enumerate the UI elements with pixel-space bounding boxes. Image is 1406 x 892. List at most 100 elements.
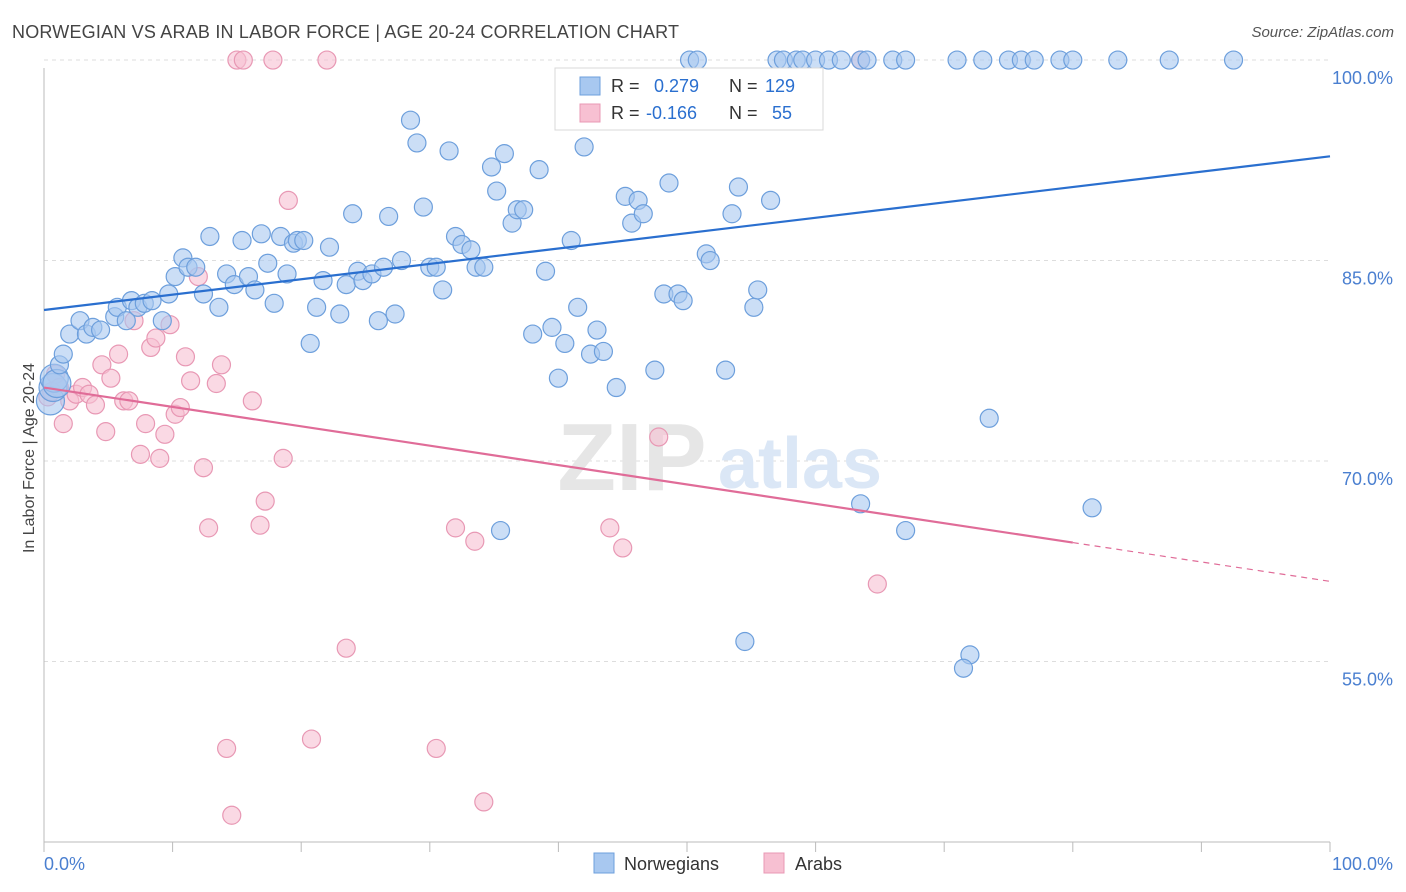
arabs-point-30 [199, 518, 219, 538]
norwegians-point-23 [186, 257, 206, 277]
norwegians-point-81 [574, 137, 594, 157]
stats-r-value-norwegians: 0.279 [654, 76, 699, 96]
stats-n-label-norwegians: N = [729, 76, 758, 96]
norwegians-point-116 [896, 50, 916, 70]
y-axis-label: In Labor Force | Age 20-24 [21, 363, 38, 553]
norwegians-point-77 [548, 368, 569, 388]
arabs-point-31 [206, 373, 226, 394]
norwegians-point-18 [152, 311, 172, 331]
trend-lines [43, 155, 1331, 582]
y-tick-labels: 100.0% 85.0% 70.0% 55.0% [1332, 68, 1393, 690]
norwegians-point-72 [514, 200, 534, 220]
norwegians-point-10 [90, 320, 111, 340]
y-tick-label-3: 55.0% [1342, 670, 1393, 690]
norwegians-point-132 [1082, 498, 1102, 518]
watermark: ZIP atlas [557, 404, 882, 511]
arabs-point-22 [155, 424, 175, 444]
norwegians-point-61 [439, 141, 459, 161]
norwegians-point-29 [232, 230, 252, 251]
chart-title: NORWEGIAN VS ARAB IN LABOR FORCE | AGE 2… [12, 22, 680, 42]
arabs-point-32 [211, 355, 232, 375]
arabs-point-39 [255, 491, 275, 511]
norwegians-point-17 [142, 291, 162, 311]
watermark-zip: ZIP [557, 404, 706, 511]
arabs-point-41 [273, 448, 293, 468]
arabs-point-50 [600, 518, 620, 538]
norwegians-point-104 [748, 280, 768, 300]
norwegians-point-123 [1063, 50, 1083, 70]
norwegians-point-24 [193, 284, 214, 304]
stats-r-label-norwegians: R = [611, 76, 640, 96]
norwegians-point-80 [568, 297, 588, 317]
norwegians-point-51 [373, 257, 394, 277]
arabs-point-48 [465, 531, 485, 551]
legend-label-norwegians: Norwegians [624, 854, 719, 874]
norwegians-point-52 [379, 206, 399, 227]
stats-legend-swatch-arabs [579, 103, 601, 123]
norwegians-points [35, 50, 1244, 678]
y-tick-label-1: 85.0% [1342, 269, 1393, 289]
norwegians-point-69 [494, 144, 514, 164]
arabs-point-49 [474, 792, 494, 812]
norwegians-point-13 [116, 311, 136, 331]
norwegians-point-94 [673, 291, 693, 311]
norwegians-point-42 [313, 271, 333, 291]
norwegians-point-126 [1223, 50, 1244, 70]
norwegians-point-26 [209, 297, 229, 317]
norwegians-point-66 [474, 257, 494, 277]
norwegians-point-83 [587, 320, 607, 340]
stats-r-label-arabs: R = [611, 103, 640, 123]
arabs-point-43 [301, 729, 322, 749]
norwegians-point-33 [258, 253, 278, 273]
norwegians-point-112 [831, 50, 851, 70]
arabs-point-52 [649, 427, 669, 447]
arabs-point-47 [445, 518, 466, 538]
norwegians-point-75 [535, 261, 556, 281]
norwegians-point-68 [487, 181, 507, 201]
norwegians-point-64 [461, 240, 481, 260]
norwegians-point-78 [555, 333, 575, 354]
norwegians-point-79 [561, 230, 581, 251]
arabs-point-36 [233, 50, 253, 70]
norwegians-point-99 [700, 250, 720, 271]
norwegians-point-121 [1024, 50, 1044, 70]
x-tick-label-min: 0.0% [44, 854, 85, 874]
norwegians-point-105 [760, 190, 781, 210]
arabs-point-34 [222, 805, 242, 825]
norwegians-point-5 [53, 344, 73, 364]
arabs-point-42 [278, 190, 298, 210]
arabs-point-11 [96, 422, 116, 442]
arabs-point-46 [426, 738, 446, 759]
norwegians-point-100 [715, 360, 736, 380]
norwegians-point-40 [300, 333, 320, 354]
stats-n-value-arabs: 55 [772, 103, 792, 123]
norwegians-point-103 [744, 297, 764, 317]
arabs-point-10 [92, 355, 112, 375]
norwegians-point-90 [645, 360, 665, 380]
norwegians-point-74 [529, 160, 549, 180]
norwegians-point-134 [735, 631, 755, 652]
arabs-point-26 [175, 347, 196, 367]
arabs-point-45 [336, 638, 356, 658]
y-tick-label-0: 100.0% [1332, 68, 1393, 88]
norwegians-point-39 [294, 230, 314, 251]
arabs-point-29 [193, 458, 214, 478]
norwegians-point-55 [400, 110, 421, 130]
arabs-point-38 [250, 515, 270, 535]
norwegians-point-92 [659, 173, 679, 193]
norwegians-point-128 [896, 520, 916, 541]
norwegians-point-133 [490, 520, 511, 541]
arabs-point-27 [181, 371, 201, 391]
norwegians-point-34 [264, 293, 284, 313]
norwegians-point-101 [722, 204, 742, 224]
norwegians-point-41 [307, 297, 327, 317]
norwegians-point-76 [542, 317, 562, 337]
norwegians-point-54 [391, 250, 412, 271]
norwegians-point-60 [433, 280, 453, 300]
arabs-trend-line [43, 386, 1073, 544]
x-tick-label-max: 100.0% [1332, 854, 1393, 874]
stats-r-value-arabs: -0.166 [646, 103, 697, 123]
norwegians-point-97 [687, 50, 707, 70]
norwegians-point-125 [1159, 50, 1179, 70]
